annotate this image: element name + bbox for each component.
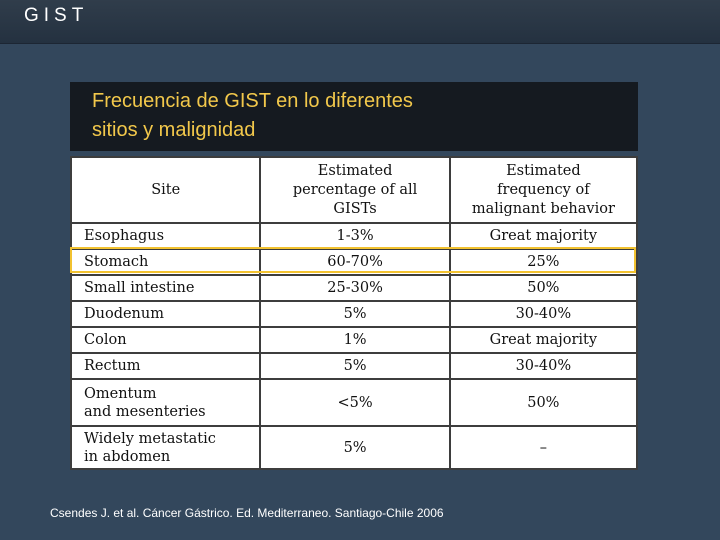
table-row: Rectum 5% 30-40% <box>69 352 639 380</box>
site-cell: Colon <box>69 326 262 354</box>
header-site-label: Site <box>151 181 181 198</box>
percentage-cell: 1% <box>259 326 451 354</box>
header-malignancy-line-2: frequency of <box>497 181 590 198</box>
header-percentage-line-1: Estimated <box>317 162 393 179</box>
table-row: Omentum and mesenteries <5% 50% <box>69 378 639 427</box>
site-cell-line-1: Omentum <box>84 385 157 402</box>
header-percentage-line-3: GISTs <box>333 200 377 217</box>
app-title: GIST <box>24 5 89 26</box>
percentage-cell: 5% <box>259 300 451 328</box>
table-row: Esophagus 1-3% Great majority <box>69 222 639 250</box>
percentage-cell: 25-30% <box>259 274 451 302</box>
malignancy-cell: Great majority <box>448 326 639 354</box>
site-cell: Esophagus <box>69 222 262 250</box>
table-header-row: Site Estimated percentage of all GISTs E… <box>69 156 639 224</box>
slide-heading-line-1: Frecuencia de GIST en lo diferentes <box>92 90 413 112</box>
malignancy-cell: 50% <box>448 378 639 427</box>
gist-table-container: Site Estimated percentage of all GISTs E… <box>69 156 639 470</box>
site-cell-line-2: and mesenteries <box>84 403 206 420</box>
header-site: Site <box>69 156 262 224</box>
site-cell: Widely metastatic in abdomen <box>69 425 262 470</box>
header-malignancy-line-1: Estimated <box>506 162 581 179</box>
header-percentage: Estimated percentage of all GISTs <box>259 156 451 224</box>
table-row: Widely metastatic in abdomen 5% – <box>69 425 639 470</box>
header-malignancy-line-3: malignant behavior <box>471 200 615 217</box>
malignancy-cell: 30-40% <box>448 352 639 380</box>
percentage-cell: <5% <box>259 378 451 427</box>
malignancy-cell: – <box>448 425 639 470</box>
malignancy-cell: 30-40% <box>448 300 639 328</box>
table-row: Small intestine 25-30% 50% <box>69 274 639 302</box>
header-percentage-line-2: percentage of all <box>292 181 418 198</box>
gist-frequency-table: Site Estimated percentage of all GISTs E… <box>69 156 639 470</box>
site-cell: Small intestine <box>69 274 262 302</box>
header-malignancy: Estimated frequency of malignant behavio… <box>448 156 639 224</box>
slide-heading-box: Frecuencia de GIST en lo diferentes siti… <box>70 82 638 151</box>
slide-heading-line-2: sitios y malignidad <box>92 119 256 141</box>
percentage-cell: 5% <box>259 425 451 470</box>
site-cell-line-1: Widely metastatic <box>84 430 216 447</box>
site-cell-line-2: in abdomen <box>84 448 171 465</box>
malignancy-cell: 50% <box>448 274 639 302</box>
malignancy-cell: Great majority <box>448 222 639 250</box>
table-row: Duodenum 5% 30-40% <box>69 300 639 328</box>
percentage-cell: 1-3% <box>259 222 451 250</box>
site-cell: Rectum <box>69 352 262 380</box>
site-cell: Omentum and mesenteries <box>69 378 262 427</box>
site-cell: Duodenum <box>69 300 262 328</box>
source-citation: Csendes J. et al. Cáncer Gástrico. Ed. M… <box>50 506 444 520</box>
top-title-bar: GIST <box>0 0 720 44</box>
table-row: Colon 1% Great majority <box>69 326 639 354</box>
percentage-cell: 5% <box>259 352 451 380</box>
stomach-row-highlight <box>70 247 636 273</box>
